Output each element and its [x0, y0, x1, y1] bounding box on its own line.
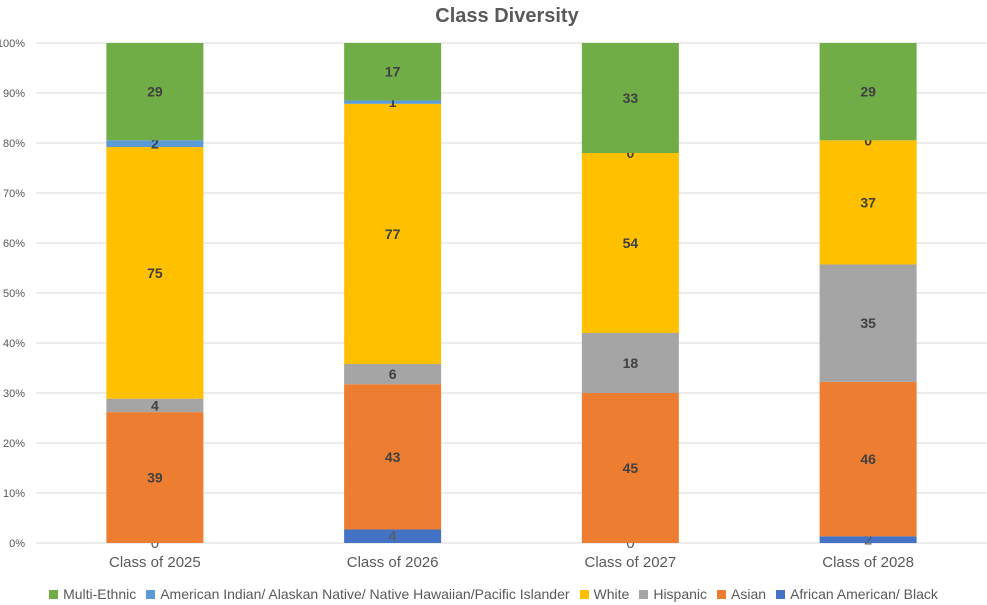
legend-swatch [639, 589, 649, 599]
data-label: 2 [151, 136, 159, 152]
bar-segment [344, 363, 442, 385]
data-label: 4 [388, 528, 396, 545]
bar-segment [106, 147, 204, 399]
bar-segment [581, 43, 679, 153]
data-label: 4 [151, 397, 159, 413]
bars: 03947522944367711704518540332463537029 [106, 43, 917, 552]
data-label: 37 [860, 194, 876, 210]
data-label: 29 [860, 84, 876, 100]
x-tick-label: Class of 2026 [347, 554, 439, 571]
data-label: 35 [860, 315, 876, 331]
data-label: 33 [623, 90, 639, 106]
y-tick-label: 50% [3, 288, 25, 300]
x-tick-label: Class of 2025 [109, 554, 201, 571]
y-tick-label: 10% [3, 488, 25, 500]
legend-item: Asian [717, 586, 766, 602]
bar-segment [106, 43, 204, 141]
legend-item: American Indian/ Alaskan Native/ Native … [146, 586, 570, 602]
y-tick-label: 100% [0, 38, 25, 50]
y-axis: 0% 10% 20% 30% 40% 50% 60% 70% 80% 90% 100% [0, 38, 25, 550]
legend-label: White [593, 586, 630, 602]
data-label: 39 [147, 470, 163, 486]
y-tick-label: 80% [3, 138, 25, 150]
bar-segment [344, 100, 442, 104]
bar-segment [819, 264, 917, 382]
legend-label: Asian [731, 586, 767, 602]
y-tick-label: 90% [3, 88, 25, 100]
bar-segment [106, 412, 204, 543]
legend-label: American Indian/ Alaskan Native/ Native … [160, 586, 570, 602]
bar-segment [106, 398, 204, 413]
y-tick-label: 0% [9, 538, 25, 550]
legend: Multi-Ethnic American Indian/ Alaskan Nat… [0, 584, 987, 604]
data-label: 43 [385, 449, 401, 465]
data-label: 54 [623, 235, 639, 251]
data-label: 6 [389, 366, 397, 382]
x-tick-label: Class of 2027 [585, 554, 677, 571]
legend-swatch [579, 589, 589, 599]
bar-segment [344, 529, 442, 543]
bar-segment [344, 103, 442, 364]
data-label: 17 [385, 64, 401, 80]
data-label: 0 [626, 535, 634, 552]
y-tick-label: 70% [3, 188, 25, 200]
data-label: 0 [151, 535, 159, 552]
chart-title: Class Diversity [435, 5, 579, 27]
data-label: 2 [864, 532, 872, 549]
bar-segment [581, 333, 679, 393]
bar-segment [581, 153, 679, 333]
bar-segment [344, 384, 442, 530]
legend-swatch [146, 589, 156, 599]
y-tick-label: 60% [3, 238, 25, 250]
legend-item: African American/ Black [776, 586, 938, 602]
legend-swatch [776, 589, 786, 599]
bar-segment [819, 536, 917, 543]
data-label: 46 [860, 451, 876, 467]
x-axis: Class of 2025 Class of 2026 Class of 2027 C… [109, 554, 914, 571]
bar-segment [819, 140, 917, 265]
data-label: 18 [623, 355, 639, 371]
bar-segment [819, 381, 917, 537]
legend-item: White [579, 586, 630, 602]
x-tick-label: Class of 2028 [822, 554, 914, 571]
data-label: 1 [389, 94, 397, 110]
bar-segment [106, 140, 204, 148]
bar-segment [819, 43, 917, 141]
y-tick-label: 30% [3, 388, 25, 400]
bar-segment [344, 43, 442, 101]
bar-segment [581, 393, 679, 543]
legend-swatch [717, 589, 727, 599]
data-label: 75 [147, 265, 163, 281]
legend-label: African American/ Black [790, 586, 938, 602]
legend-label: Multi-Ethnic [63, 586, 137, 602]
data-label: 77 [385, 226, 401, 242]
data-label: 29 [147, 84, 163, 100]
legend-item: Multi-Ethnic [49, 586, 136, 602]
legend-label: Hispanic [653, 586, 708, 602]
y-tick-label: 20% [3, 438, 25, 450]
legend-item: Hispanic [639, 586, 707, 602]
y-tick-label: 40% [3, 338, 25, 350]
legend-swatch [49, 589, 59, 599]
data-label: 45 [623, 460, 639, 476]
